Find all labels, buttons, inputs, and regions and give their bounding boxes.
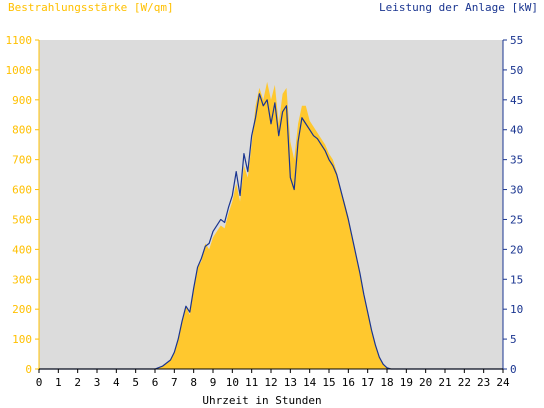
right-tick-label: 25	[510, 213, 523, 226]
x-tick-label: 23	[477, 376, 490, 389]
ticks-layer: 0100200300400500600700800900100011000510…	[6, 34, 524, 389]
right-tick-label: 10	[510, 303, 523, 316]
x-tick-label: 5	[132, 376, 139, 389]
x-tick-label: 2	[74, 376, 81, 389]
left-axis-title: Bestrahlungsstärke [W/qm]	[8, 1, 174, 14]
right-tick-label: 50	[510, 64, 523, 77]
left-tick-label: 1000	[6, 64, 33, 77]
x-axis-label: Uhrzeit in Stunden	[202, 394, 321, 407]
x-tick-label: 15	[322, 376, 335, 389]
left-tick-label: 0	[25, 363, 32, 376]
left-tick-label: 200	[12, 303, 32, 316]
x-tick-label: 12	[264, 376, 277, 389]
x-tick-label: 8	[190, 376, 197, 389]
left-tick-label: 700	[12, 154, 32, 167]
x-tick-label: 19	[400, 376, 413, 389]
x-tick-label: 9	[210, 376, 217, 389]
right-axis-title: Leistung der Anlage [kW]	[379, 1, 538, 14]
x-tick-label: 14	[303, 376, 317, 389]
x-tick-label: 16	[342, 376, 355, 389]
right-tick-label: 30	[510, 184, 523, 197]
left-tick-label: 800	[12, 124, 32, 137]
left-tick-label: 400	[12, 243, 32, 256]
right-tick-label: 5	[510, 333, 517, 346]
right-tick-label: 35	[510, 154, 523, 167]
x-tick-label: 21	[438, 376, 451, 389]
left-tick-label: 600	[12, 184, 32, 197]
right-tick-label: 0	[510, 363, 517, 376]
x-tick-label: 18	[380, 376, 393, 389]
x-tick-label: 4	[113, 376, 120, 389]
x-tick-label: 6	[152, 376, 159, 389]
right-tick-label: 20	[510, 243, 523, 256]
x-tick-label: 13	[284, 376, 297, 389]
x-tick-label: 22	[458, 376, 471, 389]
right-tick-label: 45	[510, 94, 523, 107]
irradiance-area	[39, 81, 503, 370]
series-layer	[39, 81, 503, 370]
right-tick-label: 40	[510, 124, 523, 137]
x-tick-label: 1	[55, 376, 62, 389]
x-tick-label: 0	[36, 376, 43, 389]
power-line	[39, 93, 503, 370]
left-tick-label: 900	[12, 94, 32, 107]
x-tick-label: 7	[171, 376, 178, 389]
right-tick-label: 15	[510, 273, 523, 286]
x-tick-label: 24	[496, 376, 510, 389]
right-tick-label: 55	[510, 34, 523, 47]
left-tick-label: 100	[12, 333, 32, 346]
x-tick-label: 17	[361, 376, 374, 389]
left-tick-label: 500	[12, 213, 32, 226]
x-tick-label: 10	[226, 376, 239, 389]
x-tick-label: 20	[419, 376, 432, 389]
x-tick-label: 3	[94, 376, 101, 389]
left-tick-label: 300	[12, 273, 32, 286]
left-tick-label: 1100	[6, 34, 33, 47]
x-tick-label: 11	[245, 376, 258, 389]
